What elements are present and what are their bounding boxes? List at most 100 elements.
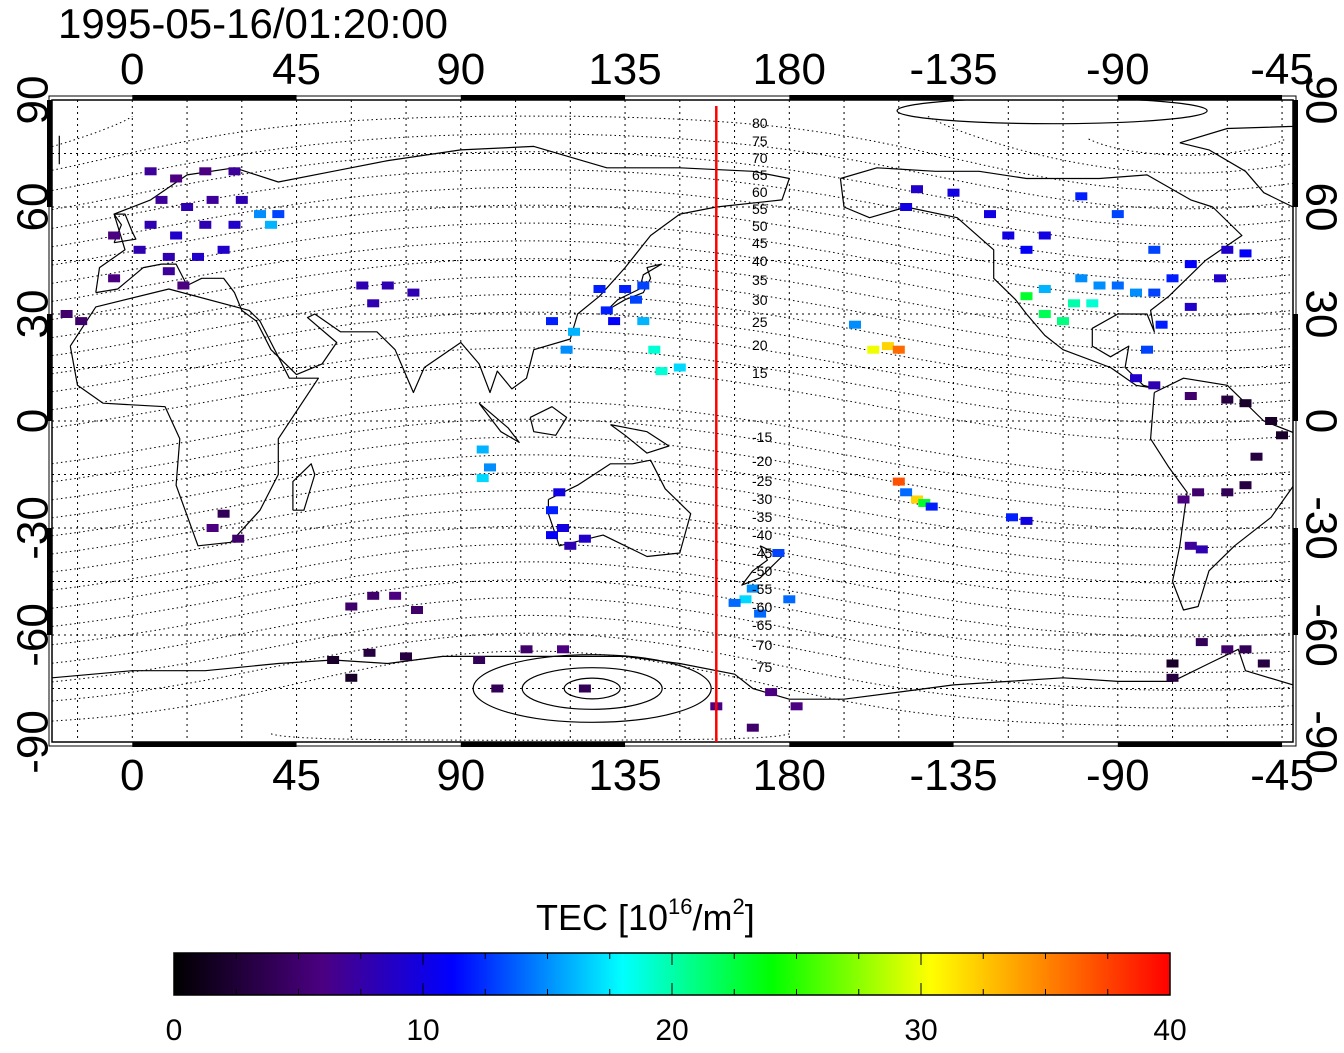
mlat-contour: [52, 632, 1293, 709]
tec-cell: [170, 231, 183, 240]
tec-cell: [327, 656, 340, 664]
tec-cell: [1184, 302, 1197, 311]
mlat-contour: [1088, 138, 1286, 156]
tec-cell: [1192, 488, 1205, 497]
mlat-contour: [52, 614, 1293, 691]
mlat-label: 30: [752, 292, 768, 308]
frame-tick-bar: [1293, 528, 1298, 635]
mlat-label: -30: [752, 491, 772, 507]
tec-cell: [867, 345, 880, 354]
tec-cell: [75, 317, 88, 326]
tec-cell: [162, 252, 175, 261]
tec-cell: [133, 245, 146, 254]
tec-cell: [1086, 299, 1099, 308]
tec-points: [60, 167, 1288, 732]
tec-cell: [272, 210, 285, 219]
coastline: [292, 463, 316, 511]
tec-cell: [911, 495, 923, 504]
tec-cell: [400, 652, 412, 661]
tec-cell: [1195, 638, 1208, 647]
left-tick-label: 90: [9, 76, 58, 125]
tec-cell: [206, 524, 219, 532]
tec-cell: [1111, 281, 1124, 290]
mlat-label: -55: [752, 581, 772, 597]
graticule: [52, 100, 1293, 742]
tec-cell: [1057, 317, 1069, 326]
frame-tick-bar: [1117, 742, 1283, 747]
frame-tick-bar: [789, 95, 954, 100]
tec-cell: [900, 488, 913, 497]
tec-cell: [1075, 274, 1088, 283]
mlat-contour: [52, 115, 1293, 192]
tec-cell: [746, 723, 759, 732]
tec-cell: [1250, 452, 1263, 461]
tec-cell: [754, 609, 767, 618]
colorbar-tick-label: 20: [655, 1014, 688, 1047]
colorbar-title-exponent: 16: [668, 894, 692, 919]
tec-cell: [1148, 245, 1161, 254]
mlat-pole-contour: [896, 100, 1208, 125]
tec-cell: [1221, 245, 1234, 254]
mlat-label: 40: [752, 253, 768, 269]
tec-cell: [1141, 345, 1153, 354]
bottom-tick-label: 135: [588, 751, 661, 800]
tec-cell: [557, 524, 569, 532]
tec-cell: [199, 167, 212, 176]
mlat-label: 80: [752, 115, 768, 131]
tec-cell: [1257, 659, 1270, 668]
tec-cell: [553, 488, 566, 497]
coastline: [95, 145, 790, 394]
tec-cell: [177, 281, 190, 290]
coastline: [69, 288, 319, 547]
top-tick-label: 135: [588, 45, 661, 94]
mlat-pole-contour: [521, 667, 663, 710]
right-tick-label: 60: [1296, 183, 1344, 232]
tec-cell: [1006, 513, 1018, 522]
right-tick-label: 0: [1296, 409, 1344, 433]
mlat-label: 60: [752, 184, 768, 200]
coastline: [741, 545, 783, 586]
axis-tick-labels: 0 45 90 135 180 -135 -90 -450 45 90 135 180 -135 -90-…: [9, 45, 1344, 800]
tec-cell: [546, 317, 558, 326]
tec-cell: [473, 656, 486, 664]
tec-cell: [1020, 292, 1033, 301]
top-tick-label: -45: [1250, 45, 1314, 94]
tec-cell: [892, 345, 905, 354]
tec-cell: [546, 531, 558, 540]
tec-cell: [984, 210, 996, 219]
frame-tick-bar: [47, 100, 52, 207]
mlat-pole-contour: [563, 677, 621, 700]
tec-cell: [1038, 310, 1051, 318]
tec-cell: [900, 203, 913, 211]
colorbar-tick-label: 0: [166, 1014, 183, 1047]
tec-cell: [206, 195, 219, 204]
tec-cell: [1002, 231, 1015, 240]
tec-cell: [345, 673, 358, 682]
tec-cell: [1148, 381, 1161, 390]
colorbar-title: TEC [1016/m2]: [536, 894, 755, 938]
frame-tick-bar: [1293, 100, 1298, 207]
mlat-label: 50: [752, 218, 768, 234]
tec-cell: [630, 295, 642, 304]
tec-cell: [772, 549, 785, 557]
tec-cell: [254, 210, 266, 219]
bottom-tick-label: 180: [753, 751, 826, 800]
tec-cell: [1166, 274, 1179, 283]
left-tick-label: -90: [9, 710, 58, 774]
tec-cell: [728, 598, 741, 607]
tec-cell: [1239, 645, 1252, 654]
tec-cell: [1166, 659, 1179, 668]
tec-cell: [1093, 281, 1106, 290]
map-frame: [51, 99, 1294, 743]
tec-cell: [546, 506, 558, 515]
tec-cell: [108, 231, 121, 240]
mlat-label: -70: [752, 637, 772, 653]
tec-cell: [228, 220, 241, 229]
mlat-label: 70: [752, 150, 768, 166]
frame-tick-bar: [132, 95, 297, 100]
tec-cell: [170, 174, 183, 183]
tec-cell: [1111, 210, 1124, 219]
tec-cell: [144, 167, 157, 176]
right-tick-label: -30: [1296, 496, 1344, 560]
tec-cell: [363, 648, 376, 657]
